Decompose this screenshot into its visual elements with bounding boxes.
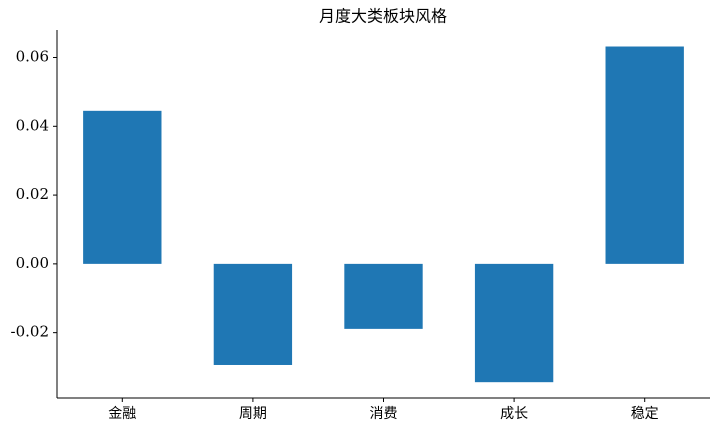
bar bbox=[83, 110, 162, 264]
y-tick-label: 0.06 bbox=[16, 48, 49, 66]
y-tick-label: 0.00 bbox=[16, 254, 49, 272]
bar bbox=[344, 263, 423, 329]
y-tick-label: 0.02 bbox=[16, 185, 49, 203]
bar bbox=[474, 263, 554, 383]
x-tick-label: 周期 bbox=[239, 406, 267, 422]
chart-title: 月度大类板块风格 bbox=[319, 7, 447, 26]
y-tick-label: -0.02 bbox=[11, 323, 49, 341]
x-tick-label: 稳定 bbox=[631, 406, 659, 422]
x-tick-label: 成长 bbox=[500, 406, 528, 422]
y-tick-label: 0.04 bbox=[16, 116, 49, 134]
x-tick-label: 消费 bbox=[370, 406, 398, 422]
bar bbox=[213, 263, 293, 365]
bar bbox=[605, 46, 684, 264]
x-tick-label: 金融 bbox=[108, 406, 136, 422]
